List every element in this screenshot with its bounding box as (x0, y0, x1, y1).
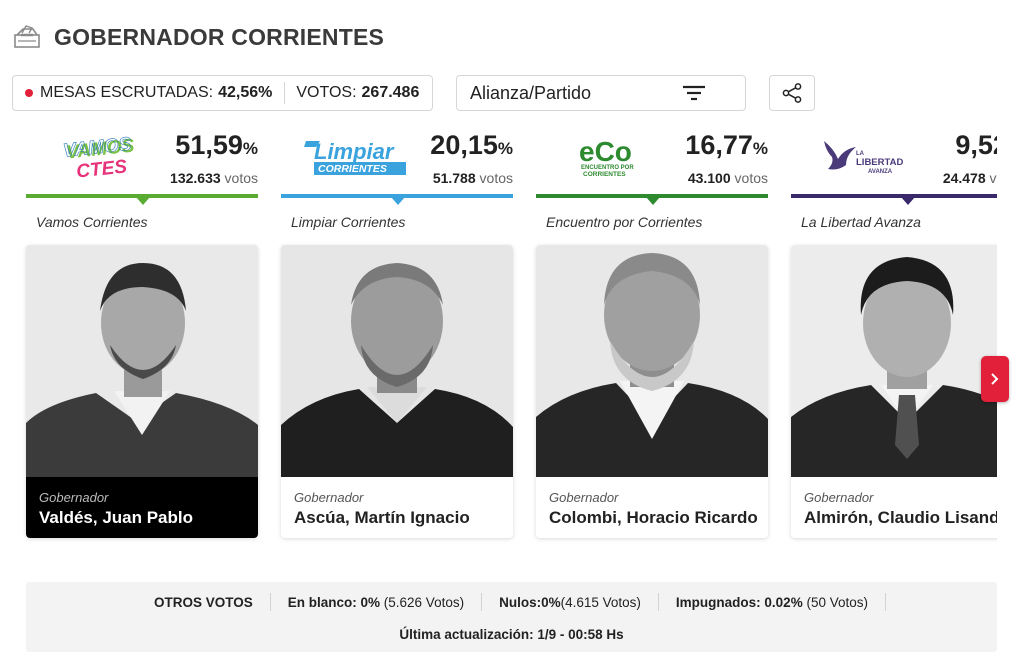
svg-text:AVANZA: AVANZA (868, 169, 893, 175)
candidate-name: Almirón, Claudio Lisandro (804, 508, 997, 527)
candidate-caption: Gobernador Valdés, Juan Pablo (26, 477, 258, 538)
divider (885, 593, 887, 611)
candidate-photo (281, 245, 513, 477)
mesas-value: 42,56% (218, 84, 273, 101)
candidate-photo-card[interactable]: Gobernador Almirón, Claudio Lisandro (791, 245, 997, 538)
candidate-role: Gobernador (294, 490, 364, 505)
share-button[interactable] (769, 75, 815, 111)
bar-notch (136, 197, 150, 205)
carousel-next-button[interactable] (981, 356, 1009, 402)
svg-text:CTES: CTES (75, 156, 128, 181)
svg-text:eCo: eCo (579, 136, 632, 167)
candidate-card[interactable]: Limpiar CORRIENTES 20,15% 51.788 votos L… (281, 125, 513, 555)
candidate-role: Gobernador (804, 490, 874, 505)
candidate-caption: Gobernador Colombi, Horacio Ricardo (536, 477, 768, 538)
page-header: GOBERNADOR CORRIENTES (12, 22, 384, 52)
other-votes-row: OTROS VOTOS En blanco: 0% (5.626 Votos) … (26, 593, 997, 611)
party-color-bar (791, 194, 997, 198)
scrutiny-status: MESAS ESCRUTADAS: 42,56% VOTOS: 267.486 (12, 75, 433, 111)
last-update: Última actualización: 1/9 - 00:58 Hs (399, 627, 624, 642)
candidates-carousel: VAMOS CTES VAMOS 51,59% 132.633 votos Va… (0, 125, 997, 565)
candidate-role: Gobernador (549, 490, 619, 505)
bar-notch (646, 197, 660, 205)
party-name: Encuentro por Corrientes (546, 214, 703, 230)
challenged-votes: Impugnados: 0.02% (50 Votos) (675, 594, 869, 610)
candidate-name: Valdés, Juan Pablo (39, 508, 194, 527)
candidate-caption: Gobernador Almirón, Claudio Lisandro (791, 477, 997, 538)
party-name: Vamos Corrientes (36, 214, 148, 230)
vote-count: 43.100 votos (687, 170, 768, 186)
candidate-name: Colombi, Horacio Ricardo (549, 508, 758, 527)
candidate-photo (791, 245, 997, 477)
party-logo-vamos-ctes: VAMOS CTES VAMOS (46, 127, 156, 187)
svg-text:LIBERTAD: LIBERTAD (856, 157, 903, 168)
svg-text:CORRIENTES: CORRIENTES (583, 171, 626, 178)
candidate-photo (26, 245, 258, 477)
group-by-select[interactable]: Alianza/Partido (456, 75, 746, 111)
divider (657, 593, 659, 611)
ballot-box-icon (14, 25, 40, 48)
mesas-label: MESAS ESCRUTADAS: (40, 84, 214, 101)
vote-percentage: 9,52% (955, 130, 997, 160)
chevron-right-icon (991, 373, 999, 385)
party-logo-limpiar-corrientes: Limpiar CORRIENTES (301, 127, 411, 187)
vote-count: 24.478 votos (942, 170, 997, 186)
bar-notch (391, 197, 405, 205)
divider (481, 593, 483, 611)
candidate-caption: Gobernador Ascúa, Martín Ignacio (281, 477, 513, 538)
candidate-photo (536, 245, 768, 477)
divider (269, 593, 271, 611)
otros-votos-label: OTROS VOTOS (153, 594, 253, 610)
svg-text:ENCUENTRO POR: ENCUENTRO POR (581, 165, 634, 171)
party-logo-eco: eCo ENCUENTRO POR CORRIENTES (556, 127, 666, 187)
vote-percentage: 16,77% (685, 130, 768, 160)
party-color-bar (26, 194, 258, 198)
vote-percentage: 20,15% (430, 130, 513, 160)
party-color-bar (536, 194, 768, 198)
divider (284, 82, 286, 104)
group-by-value: Alianza/Partido (470, 82, 592, 103)
candidate-photo-card[interactable]: Gobernador Ascúa, Martín Ignacio (281, 245, 513, 538)
blank-votes: En blanco: 0% (5.626 Votos) (287, 594, 465, 610)
vote-percentage: 51,59% (175, 130, 258, 160)
other-votes-panel: OTROS VOTOS En blanco: 0% (5.626 Votos) … (26, 582, 997, 652)
votos-label: VOTOS: (296, 84, 357, 101)
candidate-role: Gobernador (39, 490, 109, 505)
vote-count: 51.788 votos (432, 170, 513, 186)
bar-notch (901, 197, 915, 205)
svg-text:Limpiar: Limpiar (314, 139, 395, 164)
candidate-card[interactable]: VAMOS CTES VAMOS 51,59% 132.633 votos Va… (26, 125, 258, 555)
page-title: GOBERNADOR CORRIENTES (54, 23, 385, 50)
candidate-photo-card[interactable]: Gobernador Colombi, Horacio Ricardo (536, 245, 768, 538)
svg-text:LA: LA (856, 151, 865, 157)
party-color-bar (281, 194, 513, 198)
share-icon (782, 83, 802, 103)
party-name: La Libertad Avanza (801, 214, 921, 230)
null-votes: Nulos:0%(4.615 Votos) (499, 594, 641, 610)
candidate-name: Ascúa, Martín Ignacio (294, 508, 470, 527)
candidate-photo-card[interactable]: Gobernador Valdés, Juan Pablo (26, 245, 258, 538)
filter-icon (683, 85, 705, 101)
votos-value: 267.486 (361, 84, 420, 101)
party-logo-la-libertad-avanza: LA LIBERTAD AVANZA (811, 127, 921, 187)
svg-text:CORRIENTES: CORRIENTES (318, 163, 387, 175)
candidate-card[interactable]: LA LIBERTAD AVANZA 9,52% 24.478 votos La… (791, 125, 997, 555)
vote-count: 132.633 votos (170, 170, 258, 186)
party-name: Limpiar Corrientes (291, 214, 406, 230)
live-indicator (25, 89, 33, 97)
candidate-card[interactable]: eCo ENCUENTRO POR CORRIENTES 16,77% 43.1… (536, 125, 768, 555)
